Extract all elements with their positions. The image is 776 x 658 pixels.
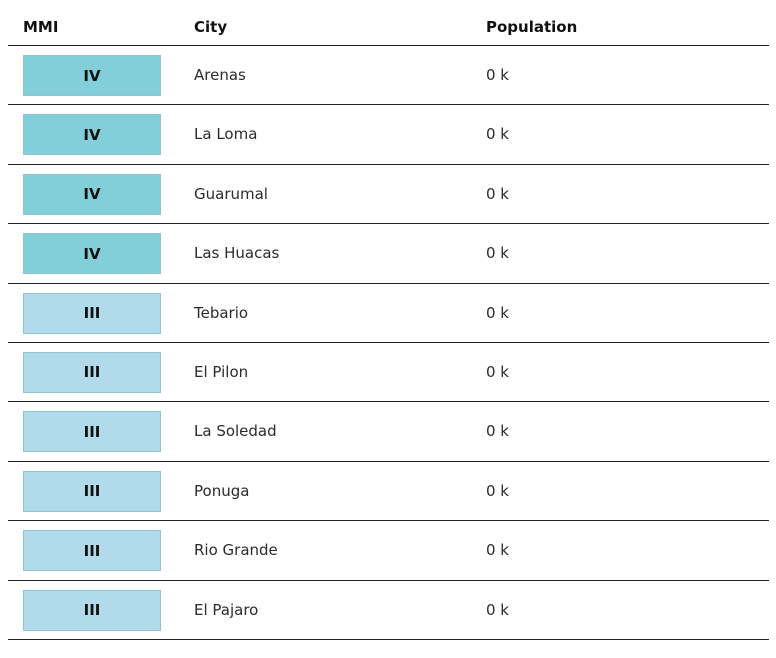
population-cell: 0 k	[486, 125, 509, 144]
population-cell: 0 k	[486, 303, 509, 322]
mmi-badge: IV	[23, 173, 161, 215]
table-row: III Rio Grande 0 k	[8, 521, 769, 581]
mmi-badge: III	[23, 470, 161, 512]
city-cell: La Soledad	[194, 422, 277, 441]
mmi-badge: IV	[23, 233, 161, 275]
city-cell: El Pilon	[194, 362, 249, 381]
population-cell: 0 k	[486, 600, 509, 619]
city-cell: Guarumal	[194, 184, 268, 203]
city-cell: La Loma	[194, 125, 258, 144]
mmi-badge: III	[23, 292, 161, 334]
table-body: IV Arenas 0 k IV La Loma 0 k IV Guarumal…	[8, 46, 769, 640]
city-cell: Las Huacas	[194, 244, 280, 263]
column-header-city: City	[194, 18, 228, 36]
city-cell: Arenas	[194, 66, 246, 84]
mmi-badge: III	[23, 589, 161, 631]
population-cell: 0 k	[486, 541, 509, 560]
table-row: III Tebario 0 k	[8, 284, 769, 343]
mmi-badge: III	[23, 411, 161, 453]
column-header-population: Population	[486, 18, 578, 36]
table-row: IV La Loma 0 k	[8, 105, 769, 165]
population-cell: 0 k	[486, 66, 509, 84]
column-header-mmi: MMI	[23, 18, 59, 36]
population-cell: 0 k	[486, 422, 509, 441]
mmi-badge: III	[23, 530, 161, 572]
table-row: III El Pajaro 0 k	[8, 581, 769, 640]
mmi-badge: IV	[23, 55, 161, 96]
table-row: III El Pilon 0 k	[8, 343, 769, 403]
mmi-badge: III	[23, 351, 161, 393]
city-cell: El Pajaro	[194, 600, 259, 619]
table-header: MMI City Population	[8, 8, 769, 46]
population-cell: 0 k	[486, 481, 509, 500]
table-row: IV Arenas 0 k	[8, 46, 769, 106]
table-row: IV Guarumal 0 k	[8, 165, 769, 225]
mmi-badge: IV	[23, 114, 161, 156]
city-cell: Tebario	[194, 303, 249, 322]
city-cell: Rio Grande	[194, 541, 278, 560]
population-cell: 0 k	[486, 244, 509, 263]
population-cell: 0 k	[486, 184, 509, 203]
city-cell: Ponuga	[194, 481, 250, 500]
table-row: III La Soledad 0 k	[8, 402, 769, 462]
table-row: III Ponuga 0 k	[8, 462, 769, 522]
population-cell: 0 k	[486, 362, 509, 381]
table-row: IV Las Huacas 0 k	[8, 224, 769, 284]
